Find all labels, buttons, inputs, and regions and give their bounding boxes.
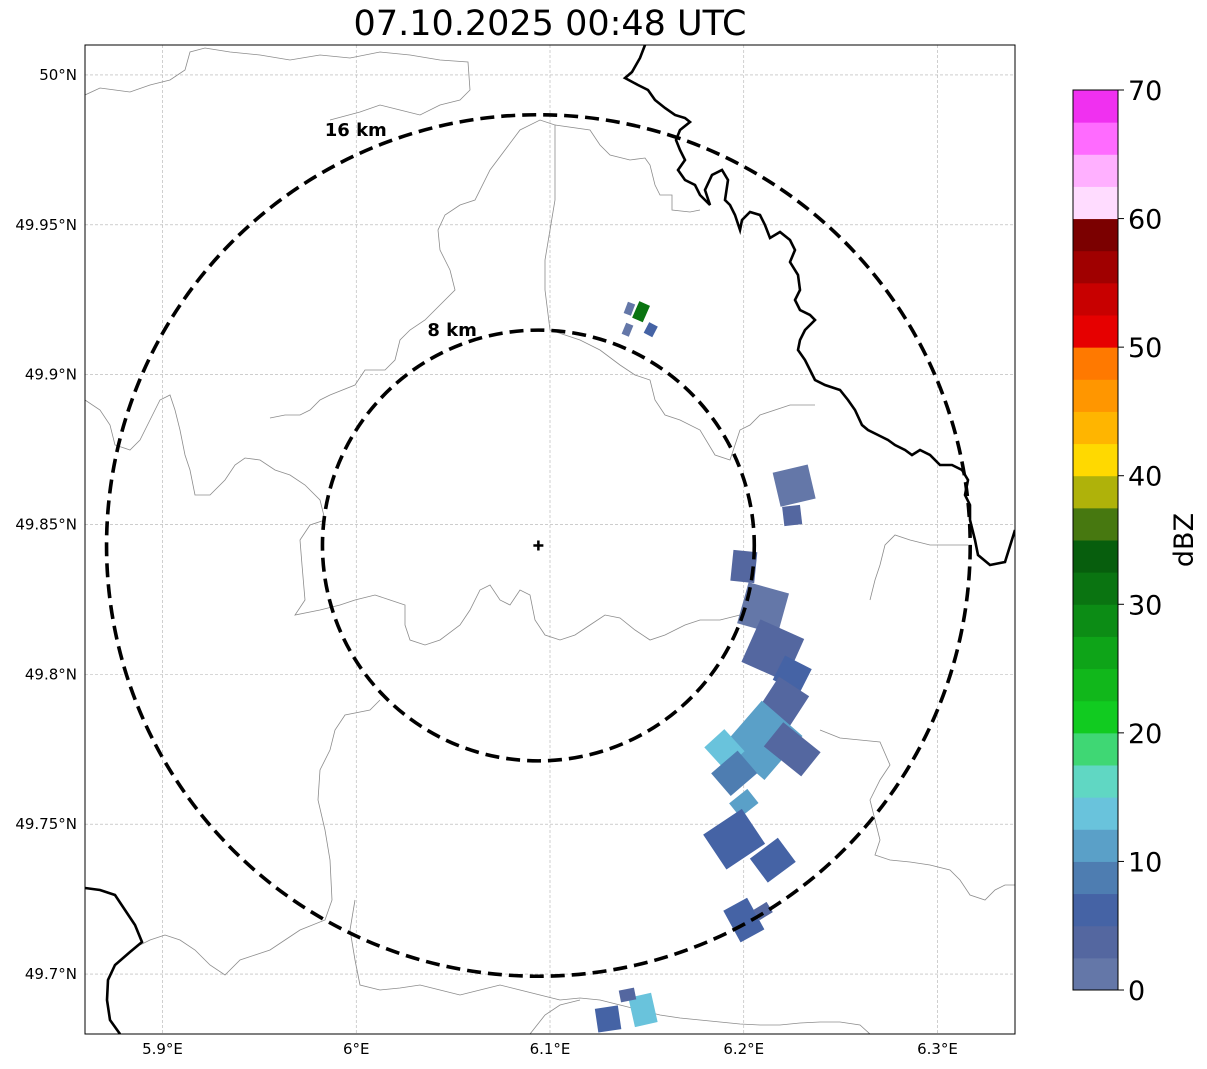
- lon-tick-label: 6.2°E: [723, 1040, 764, 1058]
- colorbar-swatch: [1073, 604, 1118, 637]
- lat-tick-label: 49.9°N: [25, 366, 77, 384]
- colorbar-swatch: [1073, 218, 1118, 252]
- colorbar-swatch: [1073, 122, 1118, 155]
- range-rings: 8 km 16 km: [104, 112, 972, 979]
- lat-tick-label: 50°N: [39, 66, 77, 84]
- colorbar: 0 10 20 30 40 50 60 70 dBZ: [1072, 76, 1200, 1007]
- range-ring: [320, 328, 757, 763]
- admin-boundary: [139, 699, 381, 976]
- colorbar-frame: [1072, 89, 1119, 991]
- admin-boundary: [85, 394, 751, 646]
- echo-cell: [782, 504, 803, 527]
- colorbar-swatch: [1073, 829, 1118, 862]
- lon-tick-label: 6.3°E: [917, 1040, 958, 1058]
- colorbar-swatch: [1073, 636, 1118, 670]
- echo-cell: [621, 322, 634, 337]
- lat-tick-label: 49.8°N: [25, 665, 77, 683]
- gridlines: [85, 45, 1015, 1034]
- colorbar-swatch: [1073, 475, 1118, 509]
- colorbar-tick-label: 30: [1128, 590, 1162, 621]
- echo-cell: [594, 1005, 622, 1033]
- colorbar-tick-label: 50: [1128, 333, 1162, 364]
- echo-cell: [723, 897, 765, 943]
- latitude-labels: 50°N 49.95°N 49.9°N 49.85°N 49.8°N 49.75°N 49.…: [15, 66, 77, 983]
- national-border: [85, 886, 144, 1034]
- echo-cell: [763, 722, 821, 777]
- colorbar-tick-label: 0: [1128, 976, 1145, 1007]
- colorbar-swatch: [1073, 893, 1118, 927]
- range-ring: [104, 112, 972, 979]
- colorbar-swatch: [1073, 765, 1118, 798]
- admin-boundary: [529, 999, 581, 1034]
- colorbar-swatch: [1073, 925, 1118, 959]
- national-border: [622, 45, 1015, 567]
- colorbar-swatch: [1073, 250, 1118, 284]
- admin-boundary: [437, 119, 815, 461]
- colorbar-swatch: [1073, 186, 1118, 220]
- colorbar-swatch: [1073, 443, 1118, 477]
- colorbar-tick-label: 70: [1128, 76, 1162, 107]
- colorbar-swatch: [1073, 347, 1118, 380]
- colorbar-swatch: [1073, 315, 1118, 348]
- colorbar-swatch: [1073, 668, 1118, 702]
- colorbar-swatch: [1073, 282, 1118, 316]
- colorbar-swatch: [1073, 572, 1118, 605]
- admin-boundary: [349, 899, 871, 1034]
- lat-tick-label: 49.95°N: [15, 216, 77, 234]
- colorbar-swatch: [1073, 797, 1118, 830]
- colorbar-swatch: [1073, 861, 1118, 895]
- colorbar-swatch: [1073, 732, 1118, 766]
- colorbar-tick-label: 20: [1128, 719, 1162, 750]
- admin-boundary: [869, 534, 968, 601]
- admin-boundary: [554, 124, 701, 213]
- echo-cell: [772, 464, 816, 507]
- colorbar-tick-label: 10: [1128, 847, 1162, 878]
- echo-cell: [632, 301, 650, 323]
- colorbar-swatch: [1073, 90, 1118, 123]
- colorbar-tick-label: 60: [1128, 205, 1162, 236]
- lon-tick-label: 6°E: [343, 1040, 370, 1058]
- longitude-labels: 5.9°E 6°E 6.1°E 6.2°E 6.3°E: [142, 1040, 958, 1058]
- map-title: 07.10.2025 00:48 UTC: [353, 4, 747, 44]
- admin-boundary: [85, 47, 471, 121]
- plot-area: [85, 45, 1015, 1034]
- plot-frame: [84, 44, 1016, 1035]
- colorbar-swatch: [1073, 700, 1118, 734]
- lat-tick-label: 49.7°N: [25, 965, 77, 983]
- echo-cell: [643, 322, 658, 338]
- colorbar-tick-label: 40: [1128, 462, 1162, 493]
- colorbar-swatch: [1073, 154, 1118, 187]
- echo-cell: [749, 837, 796, 883]
- colorbar-swatch: [1073, 507, 1118, 541]
- colorbar-swatch: [1073, 379, 1118, 412]
- lat-tick-label: 49.85°N: [15, 516, 77, 534]
- colorbar-label: dBZ: [1169, 513, 1200, 567]
- admin-boundary: [819, 729, 1015, 901]
- echo-cell: [703, 808, 766, 870]
- reflectivity-layer: [594, 301, 821, 1033]
- range-ring-label: 8 km: [427, 320, 477, 341]
- echo-cell: [628, 992, 658, 1028]
- colorbar-swatch: [1073, 411, 1118, 445]
- radar-site-marker: [533, 540, 544, 551]
- colorbar-swatch: [1073, 540, 1118, 573]
- boundaries-layer: [85, 45, 1015, 1034]
- echo-cell: [711, 750, 758, 797]
- range-ring-label: 16 km: [325, 120, 387, 141]
- lon-tick-label: 5.9°E: [142, 1040, 183, 1058]
- colorbar-swatch: [1073, 957, 1118, 991]
- lat-tick-label: 49.75°N: [15, 815, 77, 833]
- admin-boundary: [269, 269, 456, 419]
- echo-cell: [623, 301, 636, 316]
- echo-cell: [618, 987, 637, 1003]
- echo-cell: [729, 788, 759, 818]
- lon-tick-label: 6.1°E: [530, 1040, 571, 1058]
